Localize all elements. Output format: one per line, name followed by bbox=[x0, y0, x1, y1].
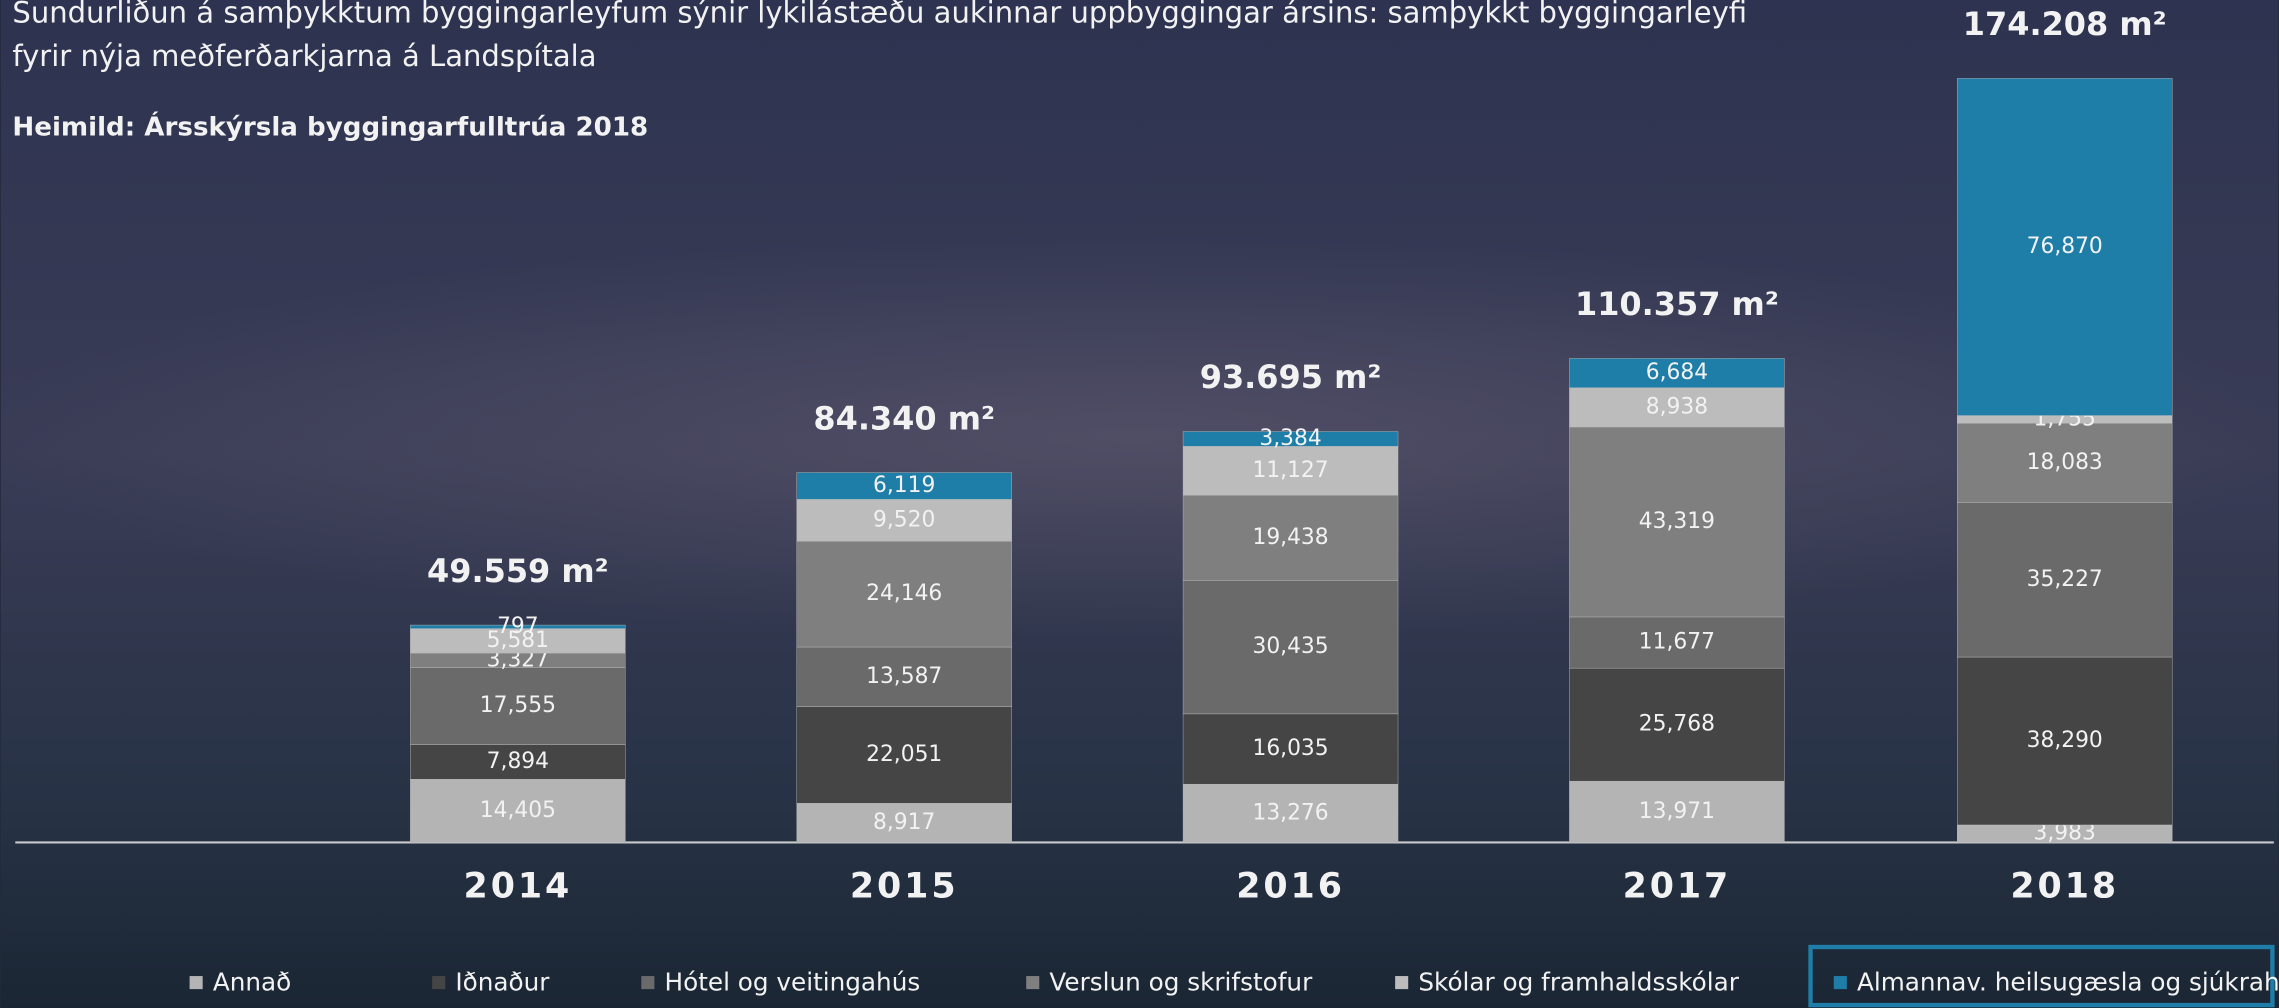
total-label: 84.340 m² bbox=[813, 399, 995, 437]
data-label: 22,051 bbox=[866, 742, 942, 767]
data-label: 19,438 bbox=[1252, 525, 1328, 550]
x-tick-label: 2016 bbox=[1236, 866, 1345, 906]
legend-label: Iðnaður bbox=[455, 967, 550, 996]
legend-label: Almannav. heilsugæsla og sjúkrah. bbox=[1857, 967, 2279, 996]
data-label: 38,290 bbox=[2027, 728, 2103, 753]
data-label: 6,119 bbox=[873, 473, 935, 498]
legend-swatch bbox=[1395, 976, 1408, 989]
subtitle: Heimild: Ársskýrsla byggingarfulltrúa 20… bbox=[12, 110, 648, 142]
chart: Sundurliðun á samþykktum byggingarleyfum… bbox=[0, 0, 2279, 1008]
data-label: 25,768 bbox=[1639, 712, 1715, 737]
data-label: 16,035 bbox=[1252, 736, 1328, 761]
x-tick-label: 2014 bbox=[464, 866, 573, 906]
legend-label: Skólar og framhaldsskólar bbox=[1418, 967, 1739, 996]
data-label: 24,146 bbox=[866, 581, 942, 606]
legend-label: Annað bbox=[213, 967, 291, 996]
data-label: 11,127 bbox=[1252, 458, 1328, 483]
x-tick-label: 2018 bbox=[2010, 866, 2119, 906]
data-label: 8,938 bbox=[1646, 394, 1708, 419]
legend-swatch bbox=[1026, 976, 1039, 989]
data-label: 30,435 bbox=[1252, 634, 1328, 659]
data-label: 76,870 bbox=[2027, 234, 2103, 259]
x-tick-label: 2015 bbox=[850, 866, 959, 906]
legend-label: Hótel og veitingahús bbox=[665, 967, 921, 996]
data-label: 3,384 bbox=[1259, 426, 1321, 451]
data-label: 9,520 bbox=[873, 507, 935, 532]
data-label: 17,555 bbox=[480, 693, 556, 718]
x-tick-label: 2017 bbox=[1623, 866, 1732, 906]
background-glow bbox=[0, 232, 2279, 639]
data-label: 13,971 bbox=[1639, 799, 1715, 824]
legend-label: Verslun og skrifstofur bbox=[1049, 967, 1313, 996]
total-label: 93.695 m² bbox=[1200, 358, 1382, 396]
data-label: 43,319 bbox=[1639, 509, 1715, 534]
data-label: 13,276 bbox=[1252, 800, 1328, 825]
data-label: 7,894 bbox=[487, 749, 549, 774]
total-label: 174.208 m² bbox=[1963, 5, 2167, 43]
data-label: 14,405 bbox=[480, 798, 556, 823]
data-label: 797 bbox=[497, 614, 539, 639]
legend-swatch bbox=[190, 976, 203, 989]
data-label: 11,677 bbox=[1639, 630, 1715, 655]
total-label: 49.559 m² bbox=[427, 552, 609, 590]
data-label: 13,587 bbox=[866, 664, 942, 689]
data-label: 35,227 bbox=[2027, 567, 2103, 592]
title-line: Sundurliðun á samþykktum byggingarleyfum… bbox=[12, 0, 1747, 30]
total-label: 110.357 m² bbox=[1575, 285, 1779, 323]
data-label: 8,917 bbox=[873, 810, 935, 835]
data-label: 6,684 bbox=[1646, 360, 1708, 385]
legend-swatch bbox=[432, 976, 445, 989]
legend-swatch bbox=[1834, 976, 1847, 989]
legend-swatch bbox=[641, 976, 654, 989]
title-line: fyrir nýja meðferðarkjarna á Landspítala bbox=[12, 39, 596, 73]
data-label: 18,083 bbox=[2027, 450, 2103, 475]
page: Sundurliðun á samþykktum byggingarleyfum… bbox=[0, 0, 2279, 1008]
